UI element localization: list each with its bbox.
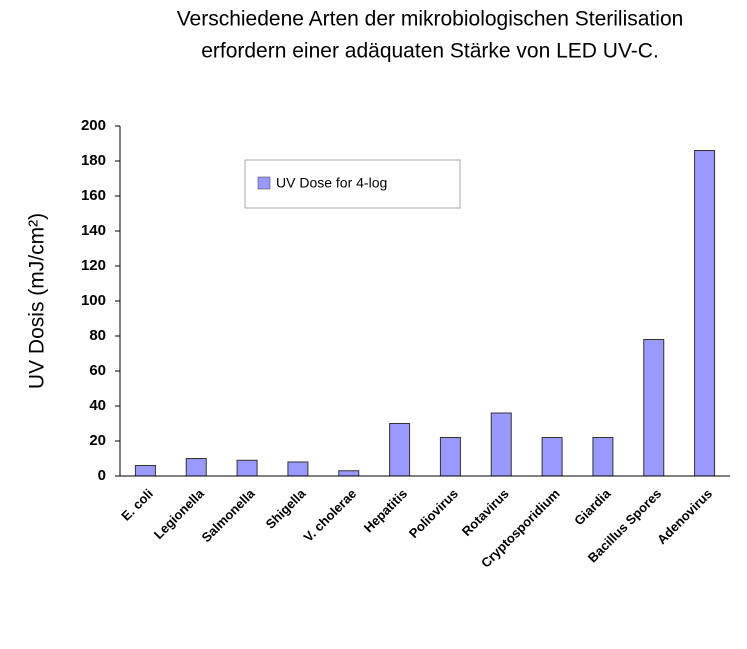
chart-title: erfordern einer adäquaten Stärke von LED… (201, 40, 659, 63)
legend-box (244, 159, 461, 209)
x-tick-label: Salmonella (198, 485, 258, 545)
y-tick-label: 140 (81, 222, 106, 239)
bar (185, 458, 207, 477)
chart-title: Verschiedene Arten der mikrobiologischen… (177, 8, 684, 31)
y-axis-label: UV Dosis (mJ/cm²) (26, 213, 49, 389)
bar (541, 437, 563, 477)
bar (592, 437, 614, 477)
bar (134, 465, 156, 477)
legend-swatch (257, 176, 271, 190)
x-tick-label: Giardia (571, 485, 614, 528)
y-tick-label: 120 (81, 257, 106, 274)
bar (287, 461, 309, 477)
x-tick-label: Rotavirus (459, 486, 512, 539)
y-tick-label: 20 (89, 432, 106, 449)
y-tick-label: 80 (89, 327, 106, 344)
bar (643, 339, 665, 477)
y-tick-label: 100 (81, 292, 106, 309)
y-tick-label: 60 (89, 362, 106, 379)
bar (389, 423, 411, 477)
y-tick-label: 40 (89, 397, 106, 414)
x-tick-label: V. cholerae (300, 486, 359, 545)
bar (694, 150, 716, 477)
x-tick-label: Adenovirus (654, 486, 715, 547)
bar (490, 412, 512, 477)
y-tick-label: 200 (81, 117, 106, 134)
bar (439, 437, 461, 477)
y-tick-label: 160 (81, 187, 106, 204)
x-tick-label: Poliovirus (406, 486, 461, 541)
x-tick-label: Hepatitis (361, 486, 410, 535)
x-tick-label: Shigella (263, 485, 309, 531)
y-tick-label: 180 (81, 152, 106, 169)
bar (236, 459, 258, 477)
bar (338, 470, 360, 477)
legend-label: UV Dose for 4-log (276, 175, 387, 191)
x-tick-label: E. coli (118, 486, 156, 524)
y-tick-label: 0 (98, 467, 106, 484)
